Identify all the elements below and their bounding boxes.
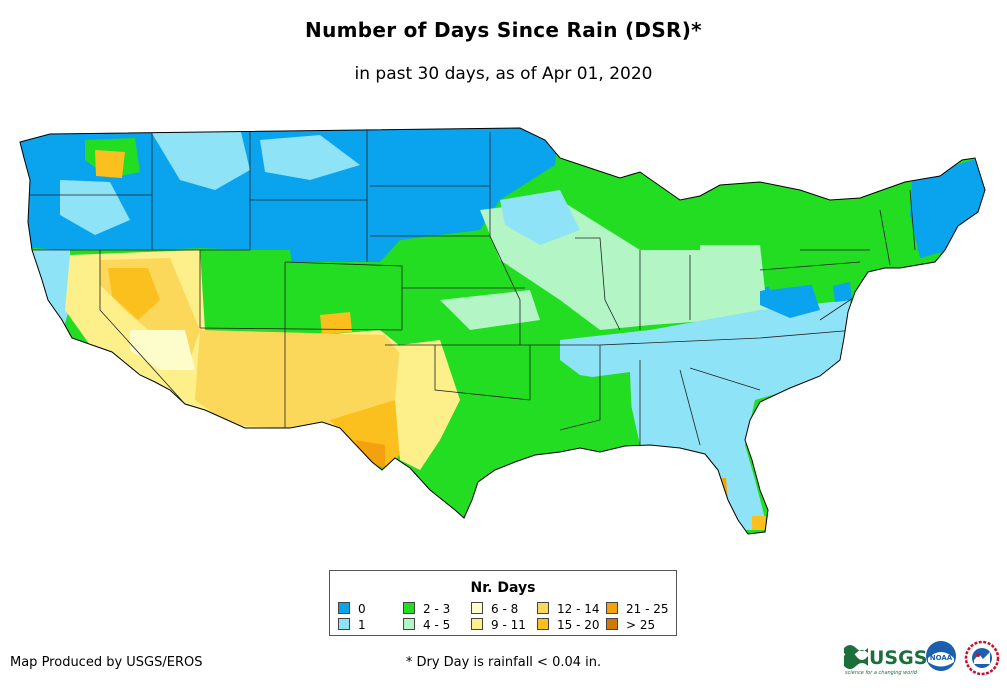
agency-logos: USGS science for a changing world NOAA	[844, 640, 1000, 676]
legend-swatch-21-25	[606, 602, 618, 614]
legend-item-12-14: 12 - 14	[537, 602, 600, 616]
legend-item-6-8: 6 - 8	[471, 602, 518, 616]
legend-item-15-20: 15 - 20	[537, 618, 600, 632]
conus-dsr-map	[19, 127, 986, 535]
noaa-text: NOAA	[930, 654, 953, 662]
dry-day-footnote: * Dry Day is rainfall < 0.04 in.	[405, 655, 602, 670]
legend-swatch-9-11	[471, 618, 483, 630]
legend-swatch-4-5	[403, 618, 415, 630]
legend-item-21-25: 21 - 25	[606, 602, 669, 616]
legend-item-over-25: > 25	[606, 618, 655, 632]
map-credit: Map Produced by USGS/EROS	[10, 655, 203, 670]
legend-swatch-15-20	[537, 618, 549, 630]
legend-item-1: 1	[338, 618, 366, 632]
legend-swatch-12-14	[537, 602, 549, 614]
legend-item-0: 0	[338, 602, 366, 616]
legend-title: Nr. Days	[470, 580, 536, 596]
usgs-logo: USGS science for a changing world	[844, 645, 927, 676]
legend-item-9-11: 9 - 11	[471, 618, 526, 632]
legend-swatch-6-8	[471, 602, 483, 614]
state-boundaries	[30, 130, 916, 446]
nws-logo	[964, 640, 1000, 676]
legend-item-4-5: 4 - 5	[403, 618, 450, 632]
legend-item-2-3: 2 - 3	[403, 602, 450, 616]
noaa-logo: NOAA	[926, 641, 956, 671]
legend-swatch-2-3	[403, 602, 415, 614]
map-title: Number of Days Since Rain (DSR)*	[305, 18, 702, 42]
legend-swatch-1	[338, 618, 350, 630]
legend-swatch-0	[338, 602, 350, 614]
usgs-text: USGS	[869, 647, 927, 669]
dsr-shading	[20, 128, 985, 534]
legend: Nr. Days 0 1 2 - 3 4 - 5 6 - 8 9 - 11 12…	[329, 570, 677, 636]
usgs-tagline: science for a changing world	[845, 670, 918, 676]
legend-swatch-over-25	[606, 618, 618, 630]
map-subtitle: in past 30 days, as of Apr 01, 2020	[354, 64, 653, 84]
